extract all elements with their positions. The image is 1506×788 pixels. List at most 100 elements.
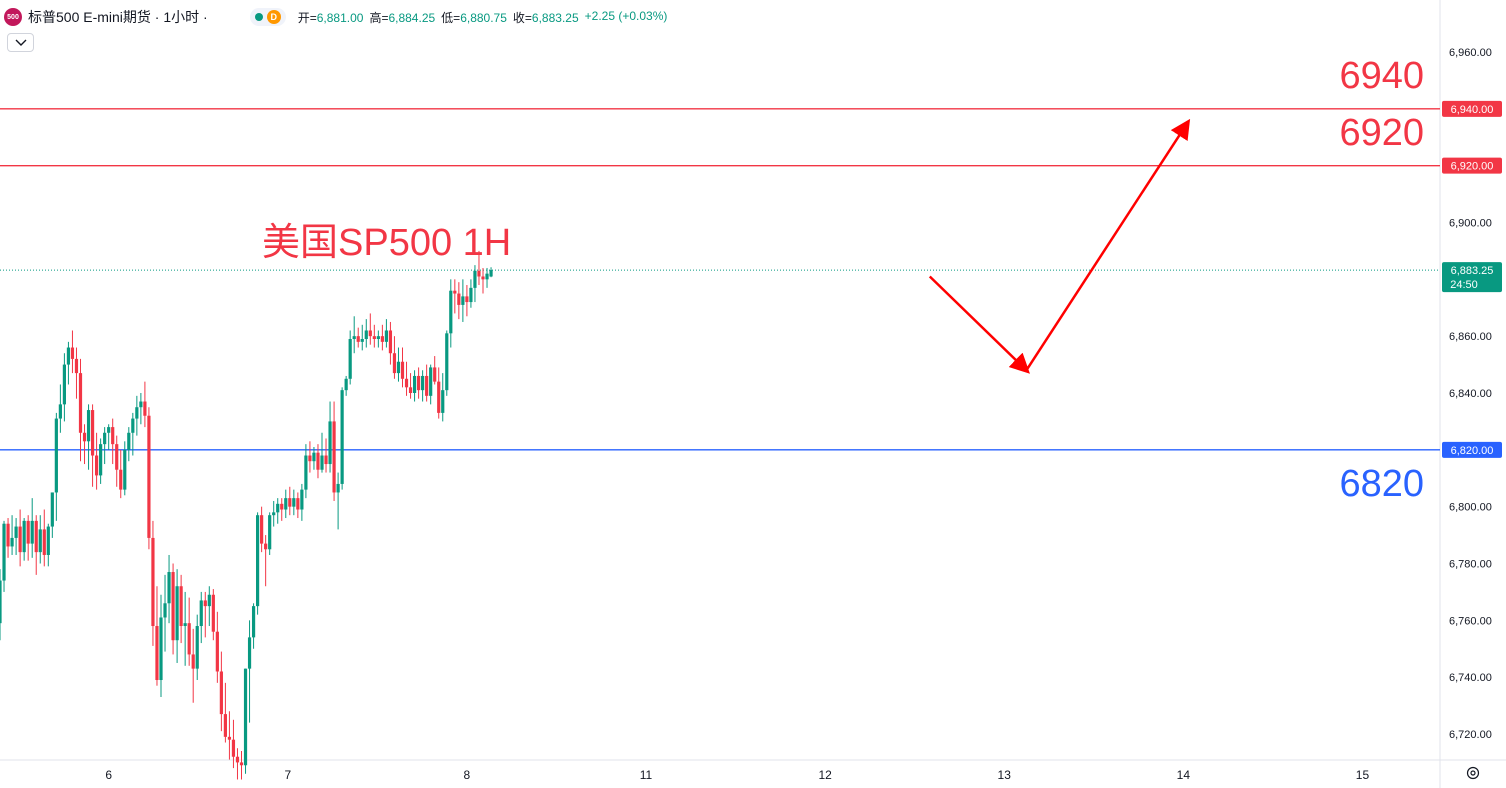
candle: [2, 520, 6, 592]
candle: [95, 432, 99, 490]
candle-body: [203, 600, 207, 607]
candle-body: [131, 418, 135, 433]
candle-body: [119, 469, 123, 490]
candle-body: [251, 606, 256, 638]
candle: [215, 611, 219, 683]
candle: [412, 370, 417, 402]
market-status[interactable]: D: [249, 8, 286, 26]
y-tick-label: 6,800.00: [1449, 502, 1492, 514]
candle: [380, 324, 384, 351]
candle: [143, 381, 147, 428]
candle: [304, 444, 308, 499]
candle-body: [159, 617, 163, 681]
projection-arrow-layer: [928, 118, 1191, 374]
candle: [469, 279, 473, 308]
candle-body: [449, 290, 453, 334]
candle-body: [404, 378, 409, 388]
candle-body: [207, 594, 211, 607]
candle-body: [477, 270, 481, 277]
candle: [308, 441, 312, 473]
candle: [10, 515, 14, 555]
candle: [296, 492, 300, 519]
candle: [421, 370, 425, 402]
candle-body: [86, 410, 91, 442]
candle: [26, 515, 30, 561]
ohlc-open: 开=6,881.00: [297, 10, 364, 25]
symbol-title[interactable]: 标普500 E-mini期货 · 1小时 ·: [28, 9, 208, 25]
candle: [372, 324, 376, 348]
candle-body: [453, 290, 457, 294]
candle-body: [115, 444, 119, 470]
candle-body: [445, 333, 449, 391]
candle: [163, 574, 167, 652]
candle-body: [376, 336, 380, 340]
candle-body: [400, 361, 405, 379]
candle-body: [139, 401, 143, 408]
candle: [211, 589, 215, 641]
candle: [457, 282, 461, 320]
candle-body: [54, 418, 58, 493]
candle-body: [163, 603, 167, 618]
candle: [320, 432, 324, 473]
projection-arrow: [1025, 118, 1191, 371]
candle-body: [469, 287, 473, 303]
chevron-down-icon: [15, 39, 26, 46]
candle: [82, 424, 87, 465]
chart-label: 美国SP500 1H: [262, 222, 511, 264]
candle: [107, 424, 111, 450]
candle-body: [356, 336, 360, 342]
candle-body: [111, 427, 115, 445]
candle: [171, 563, 175, 655]
candle: [54, 412, 58, 521]
candle-body: [348, 339, 352, 379]
delayed-data-badge: D: [266, 10, 281, 24]
candle-body: [82, 432, 87, 442]
x-tick-label: 12: [818, 768, 832, 782]
candle: [328, 401, 332, 473]
ohlc-high: 高=6,884.25: [369, 10, 436, 25]
candle: [376, 330, 380, 348]
candle-body: [219, 671, 223, 715]
price-tag: [1442, 441, 1502, 458]
candle: [247, 620, 252, 723]
symbol-logo[interactable]: 500: [4, 8, 22, 26]
candle: [417, 367, 421, 399]
candle: [62, 353, 66, 422]
candle-body: [78, 373, 83, 433]
chart-settings-icon[interactable]: [1465, 765, 1481, 781]
candle: [264, 535, 268, 587]
candle: [135, 395, 139, 436]
projection-arrow: [928, 275, 1030, 374]
candle-body: [481, 276, 485, 280]
candle: [131, 412, 135, 456]
candle: [312, 446, 316, 470]
candle: [187, 597, 191, 666]
candle: [119, 449, 123, 499]
candle-body: [34, 520, 38, 553]
candle: [481, 267, 485, 294]
candle-body: [175, 586, 179, 641]
candle: [388, 321, 393, 365]
candle: [58, 384, 62, 433]
candle: [219, 651, 223, 732]
price-tag-label: 6,820.00: [1451, 445, 1494, 457]
candle: [352, 316, 356, 354]
candle-body: [336, 483, 340, 493]
candle-body: [388, 330, 393, 354]
candle-body: [247, 637, 252, 669]
level-label-6940: 6940: [1339, 55, 1424, 97]
candle-body: [465, 296, 469, 303]
candle-body: [0, 580, 2, 624]
collapse-legend-button[interactable]: [7, 33, 34, 52]
last-price-tag: [1442, 262, 1502, 293]
candle-body: [340, 390, 344, 484]
candle-body: [107, 427, 111, 433]
candle: [485, 267, 489, 288]
candle: [147, 407, 151, 550]
candle-body: [408, 387, 413, 393]
candle: [6, 518, 10, 558]
candle: [429, 364, 433, 405]
level-label-6920: 6920: [1339, 112, 1424, 154]
candle-body: [292, 498, 296, 507]
